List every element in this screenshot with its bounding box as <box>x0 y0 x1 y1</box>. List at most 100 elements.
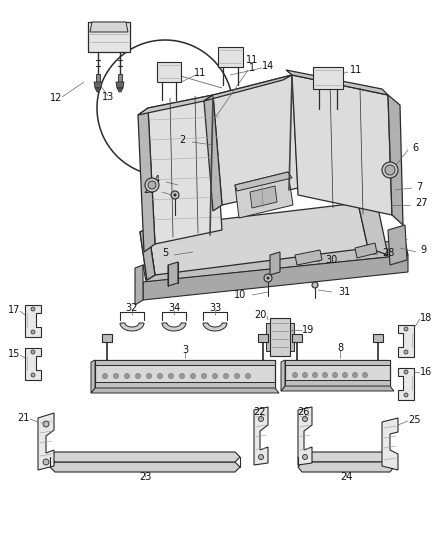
Text: 31: 31 <box>338 287 350 297</box>
Circle shape <box>258 416 264 422</box>
Polygon shape <box>140 228 155 280</box>
Polygon shape <box>355 243 377 258</box>
Text: 19: 19 <box>302 325 314 335</box>
Polygon shape <box>281 360 285 391</box>
Polygon shape <box>143 255 408 300</box>
Circle shape <box>332 373 338 377</box>
Polygon shape <box>358 203 388 255</box>
Text: 6: 6 <box>412 143 418 153</box>
Polygon shape <box>116 82 124 88</box>
Polygon shape <box>213 75 298 205</box>
Circle shape <box>353 373 357 377</box>
Circle shape <box>303 373 307 377</box>
Text: 23: 23 <box>139 472 151 482</box>
Polygon shape <box>298 407 312 465</box>
Polygon shape <box>162 323 186 331</box>
Polygon shape <box>292 75 392 215</box>
Polygon shape <box>266 323 270 351</box>
Polygon shape <box>373 334 383 342</box>
Text: 1: 1 <box>249 63 255 73</box>
Polygon shape <box>292 334 302 342</box>
Circle shape <box>303 416 307 422</box>
Polygon shape <box>258 334 268 342</box>
Circle shape <box>102 374 107 378</box>
Polygon shape <box>285 360 390 386</box>
Polygon shape <box>25 348 41 380</box>
Text: 28: 28 <box>382 248 394 258</box>
Text: 11: 11 <box>246 55 258 65</box>
Text: 5: 5 <box>162 248 168 258</box>
Polygon shape <box>286 70 388 95</box>
Polygon shape <box>313 67 343 89</box>
Polygon shape <box>95 88 101 92</box>
Polygon shape <box>96 74 100 82</box>
Text: 14: 14 <box>262 61 274 71</box>
Polygon shape <box>90 22 128 32</box>
Text: 17: 17 <box>7 305 20 315</box>
Text: 29: 29 <box>144 185 156 195</box>
Circle shape <box>31 350 35 354</box>
Polygon shape <box>95 382 275 388</box>
Circle shape <box>148 181 156 189</box>
Text: 25: 25 <box>408 415 420 425</box>
Polygon shape <box>382 418 398 470</box>
Text: 3: 3 <box>182 345 188 355</box>
Text: 20: 20 <box>254 310 267 320</box>
Polygon shape <box>148 203 368 275</box>
Polygon shape <box>91 360 95 393</box>
Polygon shape <box>285 360 390 365</box>
Circle shape <box>43 459 49 465</box>
Polygon shape <box>95 360 275 388</box>
Circle shape <box>223 374 229 378</box>
Circle shape <box>266 277 269 279</box>
Polygon shape <box>270 318 290 356</box>
Text: 2: 2 <box>180 135 186 145</box>
Circle shape <box>264 274 272 282</box>
Text: 22: 22 <box>254 407 266 417</box>
Polygon shape <box>117 88 123 92</box>
Polygon shape <box>204 95 222 211</box>
Circle shape <box>404 350 408 354</box>
Circle shape <box>173 193 177 197</box>
Circle shape <box>171 191 179 199</box>
Circle shape <box>382 162 398 178</box>
Polygon shape <box>290 323 294 351</box>
Polygon shape <box>298 462 394 472</box>
Text: 11: 11 <box>350 65 362 75</box>
Circle shape <box>404 393 408 397</box>
Polygon shape <box>388 225 407 265</box>
Circle shape <box>158 374 162 378</box>
Circle shape <box>146 374 152 378</box>
Polygon shape <box>143 240 408 282</box>
Polygon shape <box>120 323 144 331</box>
Text: 10: 10 <box>234 290 246 300</box>
Circle shape <box>31 373 35 377</box>
Polygon shape <box>204 75 292 101</box>
Circle shape <box>312 282 318 288</box>
Text: 33: 33 <box>209 303 221 313</box>
Polygon shape <box>388 95 403 225</box>
Polygon shape <box>157 62 181 82</box>
Text: 24: 24 <box>340 472 352 482</box>
Polygon shape <box>285 380 390 386</box>
Circle shape <box>43 421 49 427</box>
Circle shape <box>212 374 218 378</box>
Text: 27: 27 <box>415 198 427 208</box>
Polygon shape <box>50 462 240 472</box>
Text: 32: 32 <box>126 303 138 313</box>
Circle shape <box>404 327 408 331</box>
Polygon shape <box>235 172 292 191</box>
Circle shape <box>343 373 347 377</box>
Circle shape <box>169 374 173 378</box>
Polygon shape <box>95 360 275 365</box>
Polygon shape <box>38 413 54 470</box>
Text: 15: 15 <box>7 349 20 359</box>
Polygon shape <box>398 368 414 400</box>
Circle shape <box>385 165 395 175</box>
Circle shape <box>234 374 240 378</box>
Polygon shape <box>203 323 227 331</box>
Text: 18: 18 <box>420 313 432 323</box>
Polygon shape <box>140 228 155 280</box>
Circle shape <box>31 330 35 334</box>
Text: 16: 16 <box>420 367 432 377</box>
